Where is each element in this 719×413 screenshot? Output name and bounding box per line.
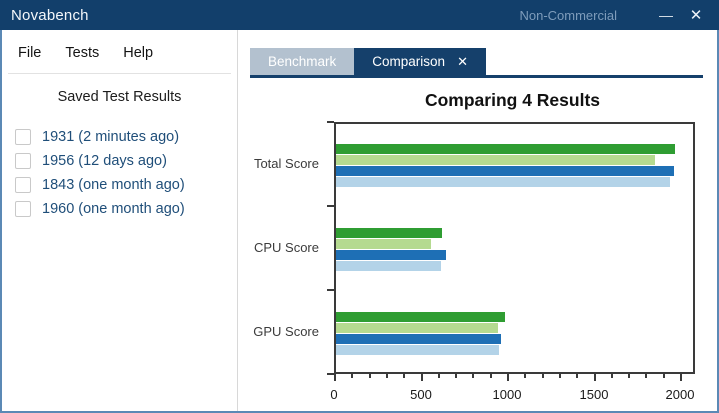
main-panel: Benchmark Comparison ✕ Comparing 4 Resul… bbox=[239, 30, 717, 411]
category-label: Total Score bbox=[253, 156, 319, 171]
tab-close-icon[interactable]: ✕ bbox=[457, 53, 468, 69]
plot-area bbox=[334, 122, 695, 374]
x-axis-major-tick bbox=[507, 374, 509, 381]
result-checkbox[interactable] bbox=[15, 152, 31, 169]
x-axis-minor-tick bbox=[663, 374, 665, 378]
bar-dark-green-result-total-score bbox=[336, 144, 675, 154]
menubar: File Tests Help bbox=[2, 30, 237, 61]
result-checkbox[interactable] bbox=[15, 128, 31, 145]
tab-benchmark[interactable]: Benchmark bbox=[250, 48, 355, 75]
minimize-button[interactable]: — bbox=[659, 7, 673, 23]
x-axis-minor-tick bbox=[490, 374, 492, 378]
license-badge: Non-Commercial bbox=[519, 7, 617, 23]
app-title: Novabench bbox=[11, 6, 89, 24]
x-axis-minor-tick bbox=[645, 374, 647, 378]
x-axis-tick-label: 1000 bbox=[492, 387, 522, 402]
tab-comparison-label: Comparison bbox=[372, 54, 446, 69]
bar-light-blue-result-total-score bbox=[336, 177, 670, 187]
menu-tests[interactable]: Tests bbox=[65, 45, 100, 61]
result-label: 1956 (12 days ago) bbox=[42, 152, 167, 169]
result-checkbox[interactable] bbox=[15, 200, 31, 217]
x-axis-tick-label: 2000 bbox=[665, 387, 695, 402]
x-axis-tick-label: 1500 bbox=[579, 387, 609, 402]
x-axis-minor-tick bbox=[386, 374, 388, 378]
bar-dark-blue-result-gpu-score bbox=[336, 334, 501, 344]
bar-dark-green-result-cpu-score bbox=[336, 228, 442, 238]
x-axis-minor-tick bbox=[369, 374, 371, 378]
bar-light-blue-result-cpu-score bbox=[336, 261, 441, 271]
x-axis-minor-tick bbox=[403, 374, 405, 378]
menu-help[interactable]: Help bbox=[123, 45, 154, 61]
x-axis-minor-tick bbox=[351, 374, 353, 378]
result-row-1956[interactable]: 1956 (12 days ago) bbox=[2, 152, 237, 169]
x-axis-minor-tick bbox=[438, 374, 440, 378]
close-button[interactable]: ✕ bbox=[689, 7, 703, 24]
x-axis-major-tick bbox=[680, 374, 682, 381]
bar-dark-blue-result-cpu-score bbox=[336, 250, 446, 260]
saved-results-list: 1931 (2 minutes ago) 1956 (12 days ago) … bbox=[2, 128, 237, 217]
category-label: GPU Score bbox=[253, 324, 319, 339]
result-row-1960[interactable]: 1960 (one month ago) bbox=[2, 200, 237, 217]
bar-light-green-result-total-score bbox=[336, 155, 655, 165]
menu-file[interactable]: File bbox=[18, 45, 42, 61]
result-label: 1931 (2 minutes ago) bbox=[42, 128, 180, 145]
sidebar-divider bbox=[237, 30, 238, 411]
x-axis-tick-label: 0 bbox=[330, 387, 338, 402]
x-axis-minor-tick bbox=[455, 374, 457, 378]
bar-light-blue-result-gpu-score bbox=[336, 345, 499, 355]
bar-light-green-result-gpu-score bbox=[336, 323, 498, 333]
y-axis-tick bbox=[327, 373, 334, 375]
x-axis-major-tick bbox=[594, 374, 596, 381]
x-axis-major-tick bbox=[334, 374, 336, 381]
x-axis-minor-tick bbox=[576, 374, 578, 378]
chart-title: Comparing 4 Results bbox=[424, 90, 601, 110]
y-axis-tick bbox=[327, 205, 334, 207]
x-axis-minor-tick bbox=[611, 374, 613, 378]
result-label: 1960 (one month ago) bbox=[42, 200, 185, 217]
x-axis-tick-label: 500 bbox=[410, 387, 432, 402]
y-axis-tick bbox=[327, 121, 334, 123]
bar-dark-blue-result-total-score bbox=[336, 166, 674, 176]
x-axis-major-tick bbox=[421, 374, 423, 381]
tabbar: Benchmark Comparison ✕ bbox=[250, 48, 486, 75]
chart-x-axis: 0 500 1000 1500 2000 bbox=[330, 374, 699, 408]
x-axis-minor-tick bbox=[472, 374, 474, 378]
category-label: CPU Score bbox=[253, 240, 319, 255]
y-axis-tick bbox=[327, 289, 334, 291]
tab-comparison[interactable]: Comparison ✕ bbox=[354, 48, 486, 75]
chart-category-labels: Total Score CPU Score GPU Score bbox=[239, 122, 326, 374]
result-checkbox[interactable] bbox=[15, 176, 31, 193]
titlebar: Novabench Non-Commercial — ✕ bbox=[0, 0, 719, 30]
result-row-1931[interactable]: 1931 (2 minutes ago) bbox=[2, 128, 237, 145]
bar-light-green-result-cpu-score bbox=[336, 239, 431, 249]
bar-dark-green-result-gpu-score bbox=[336, 312, 505, 322]
result-row-1843[interactable]: 1843 (one month ago) bbox=[2, 176, 237, 193]
tabbar-underline bbox=[250, 75, 703, 78]
saved-results-heading: Saved Test Results bbox=[57, 89, 182, 105]
menu-separator bbox=[8, 73, 231, 74]
x-axis-minor-tick bbox=[559, 374, 561, 378]
x-axis-minor-tick bbox=[524, 374, 526, 378]
tab-benchmark-label: Benchmark bbox=[268, 54, 337, 69]
sidebar: File Tests Help Saved Test Results 1931 … bbox=[2, 30, 237, 411]
result-label: 1843 (one month ago) bbox=[42, 176, 185, 193]
x-axis-minor-tick bbox=[542, 374, 544, 378]
x-axis-minor-tick bbox=[628, 374, 630, 378]
